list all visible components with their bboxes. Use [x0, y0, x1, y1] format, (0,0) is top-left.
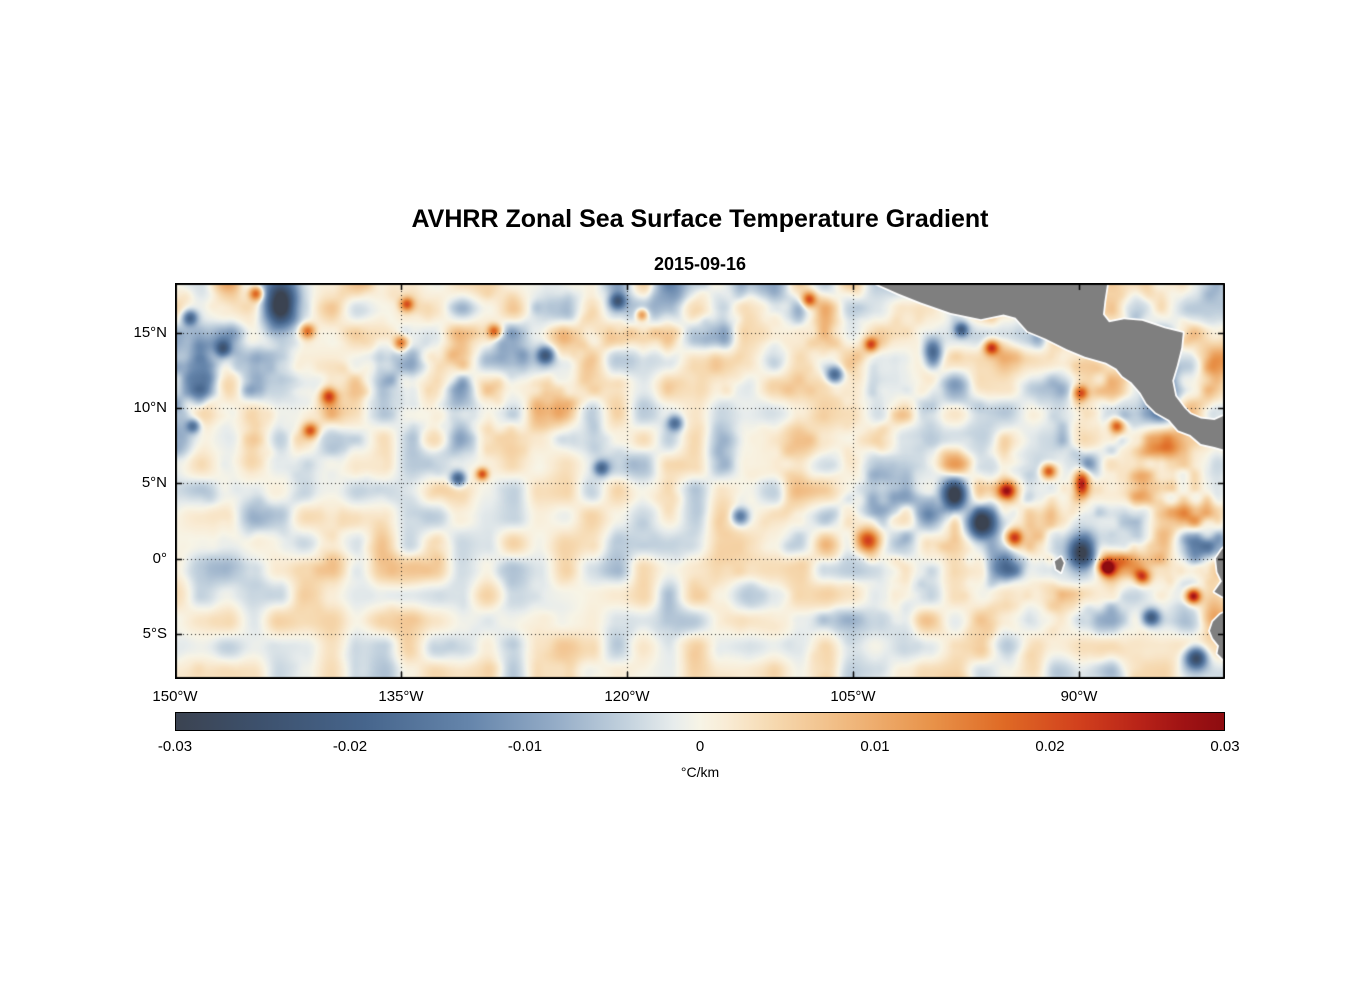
colorbar-tick-label-6: 0.02	[1035, 738, 1065, 755]
colorbar-tick-label-1: -0.03	[157, 738, 193, 755]
x-tick-label-120w: 120°W	[604, 688, 650, 705]
x-tick-label-150w: 150°W	[152, 688, 198, 705]
colorbar-tick-label-7: 0.03	[1210, 738, 1240, 755]
y-tick-label-5n: 5°N	[141, 474, 167, 491]
y-tick-label-10n: 10°N	[133, 399, 167, 416]
x-tick-label-135w: 135°W	[378, 688, 424, 705]
plot-area	[175, 283, 1225, 679]
colorbar-tick-label-4: 0	[695, 738, 705, 755]
colorbar-tick-label-2: -0.02	[332, 738, 368, 755]
chart-title: AVHRR Zonal Sea Surface Temperature Grad…	[411, 205, 989, 233]
heatmap-canvas	[175, 283, 1225, 679]
colorbar-gradient	[175, 712, 1225, 731]
y-tick-label-0: 0°	[152, 550, 167, 567]
y-tick-label-5s: 5°S	[142, 625, 167, 642]
x-tick-label-105w: 105°W	[830, 688, 876, 705]
colorbar-unit-label: °C/km	[680, 764, 720, 780]
chart-subtitle-date: 2015-09-16	[653, 254, 747, 274]
colorbar-tick-label-3: -0.01	[507, 738, 543, 755]
y-tick-label-15n: 15°N	[133, 324, 167, 341]
colorbar-tick-label-5: 0.01	[860, 738, 890, 755]
x-tick-label-90w: 90°W	[1060, 688, 1098, 705]
